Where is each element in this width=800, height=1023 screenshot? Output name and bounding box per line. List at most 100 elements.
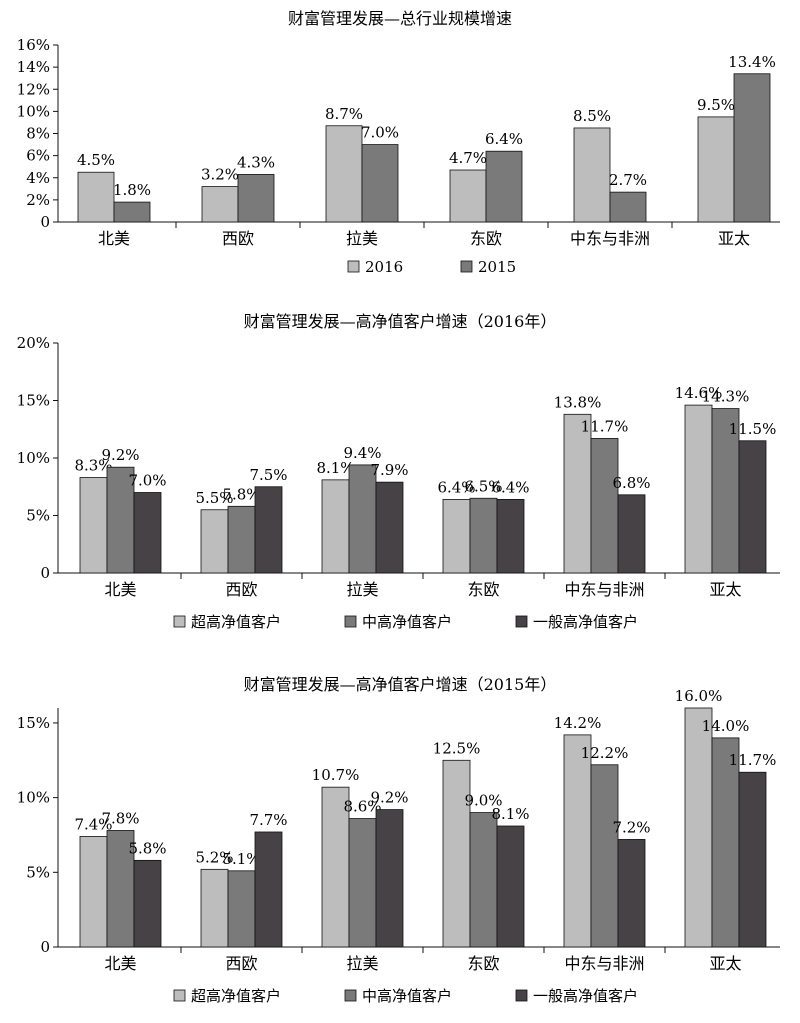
chart3-legend-swatch: [515, 989, 528, 1002]
chart1-bar: [573, 127, 611, 223]
chart1-title: 财富管理发展—总行业规模增速: [288, 9, 512, 28]
chart3-bar: [563, 734, 592, 948]
chart2-legend-label: 超高净值客户: [191, 613, 281, 631]
chart2-legend-swatch: [173, 615, 186, 628]
chart1-bar: [113, 201, 151, 223]
chart2-data-label: 8.1%: [316, 459, 354, 477]
chart1-legend-label: 2015: [478, 258, 516, 276]
chart2-bar: [375, 481, 404, 574]
chart3-data-label: 8.6%: [343, 798, 381, 816]
chart3-bar: [684, 707, 713, 948]
chart2-bar: [563, 413, 592, 574]
chart3-bar: [321, 786, 350, 948]
chart3-data-label: 16.0%: [675, 687, 723, 705]
chart1-data-label: 1.8%: [113, 181, 151, 199]
chart2-data-label: 14.3%: [702, 388, 750, 406]
chart1-bar: [733, 73, 771, 223]
chart1-bar: [201, 186, 239, 223]
chart1-data-label: 2.7%: [609, 171, 647, 189]
chart1-data-label: 8.5%: [573, 107, 611, 125]
chart2-bar: [738, 440, 767, 574]
chart3-bar: [469, 812, 498, 948]
chart1-x-category-label: 亚太: [718, 229, 750, 248]
chart3-x-category-label: 北美: [104, 954, 136, 973]
chart3-x-category-label: 中东与非洲: [564, 954, 644, 973]
chart1-bar: [325, 125, 363, 223]
chart3-data-label: 8.1%: [491, 805, 529, 823]
chart3-bar: [79, 836, 108, 948]
chart3-data-label: 11.7%: [729, 751, 777, 769]
chart2-bar: [617, 494, 646, 574]
chart2-data-label: 11.7%: [581, 417, 629, 435]
chart2-y-tick-label: 10%: [17, 449, 50, 467]
chart2-x-category-label: 拉美: [346, 580, 378, 599]
chart1-data-label: 4.3%: [237, 153, 275, 171]
chart2-legend-swatch: [515, 615, 528, 628]
chart3-bar: [227, 870, 256, 948]
chart3-bar: [711, 737, 740, 948]
chart1-bar: [697, 116, 735, 223]
chart3-data-label: 12.2%: [581, 744, 629, 762]
chart3-bar: [590, 764, 619, 948]
chart3-y-tick-label: 0: [40, 938, 50, 956]
chart2-data-label: 14.6%: [675, 384, 723, 402]
chart2-legend-label: 一般高净值客户: [533, 613, 638, 631]
chart3-bar: [496, 825, 525, 948]
chart2-data-label: 8.3%: [74, 457, 112, 475]
chart3-bar: [133, 859, 162, 948]
chart3-data-label: 14.2%: [554, 714, 602, 732]
chart3-bar: [617, 839, 646, 948]
chart2-data-label: 6.4%: [491, 478, 529, 496]
chart2-data-label: 7.0%: [128, 472, 166, 490]
chart2-bar: [321, 479, 350, 574]
chart3-legend-label: 一般高净值客户: [533, 987, 638, 1005]
chart2-data-label: 11.5%: [729, 420, 777, 438]
chart3-data-label: 9.2%: [370, 789, 408, 807]
chart1-y-tick-label: 0: [40, 213, 50, 231]
chart1-y-tick-label: 2%: [26, 191, 50, 209]
chart1-bar: [361, 144, 399, 223]
chart2-title: 财富管理发展—高净值客户增速（2016年）: [244, 312, 557, 331]
chart1-x-category-label: 东欧: [470, 229, 502, 248]
chart2-bar: [227, 505, 256, 574]
chart3-legend-swatch: [173, 989, 186, 1002]
chart1-bar: [609, 191, 647, 223]
chart1-data-label: 7.0%: [361, 124, 399, 142]
chart3-bar: [200, 868, 229, 948]
chart1-data-label: 13.4%: [728, 53, 776, 71]
chart1-data-label: 3.2%: [201, 166, 239, 184]
chart3-title: 财富管理发展—高净值客户增速（2015年）: [244, 675, 557, 694]
chart3-data-label: 5.1%: [222, 850, 260, 868]
chart3-x-category-label: 拉美: [346, 954, 378, 973]
chart3-x-category-label: 西欧: [225, 954, 257, 973]
chart1-data-label: 6.4%: [485, 130, 523, 148]
chart3-bar: [348, 818, 377, 948]
chart3-y-tick-label: 10%: [17, 789, 50, 807]
chart2-bar: [496, 498, 525, 574]
chart1-y-tick-label: 4%: [26, 169, 50, 187]
chart3-bar: [254, 831, 283, 948]
chart2-y-tick-label: 20%: [17, 334, 50, 352]
chart2-y-tick-label: 0: [40, 564, 50, 582]
chart1-data-label: 8.7%: [325, 105, 363, 123]
chart2-data-label: 5.8%: [222, 485, 260, 503]
chart1-bar: [449, 169, 487, 223]
chart1-y-tick-label: 6%: [26, 147, 50, 165]
chart1-y-tick-label: 16%: [17, 36, 50, 54]
chart2-data-label: 7.5%: [249, 466, 287, 484]
chart2-bar: [133, 492, 162, 574]
chart2-data-label: 9.4%: [343, 444, 381, 462]
chart2-bar: [684, 404, 713, 574]
chart2-x-category-label: 北美: [104, 580, 136, 599]
chart2-data-label: 7.9%: [370, 461, 408, 479]
chart3-data-label: 14.0%: [702, 717, 750, 735]
chart3-y-tick-label: 15%: [17, 714, 50, 732]
chart2-x-category-label: 西欧: [225, 580, 257, 599]
chart2-data-label: 6.5%: [464, 477, 502, 495]
chart2-bar: [200, 509, 229, 574]
chart2-bar: [79, 477, 108, 574]
chart2-data-label: 6.4%: [437, 478, 475, 496]
chart2-data-label: 6.8%: [612, 474, 650, 492]
chart2-bar: [590, 438, 619, 574]
chart3-legend-label: 超高净值客户: [191, 987, 281, 1005]
